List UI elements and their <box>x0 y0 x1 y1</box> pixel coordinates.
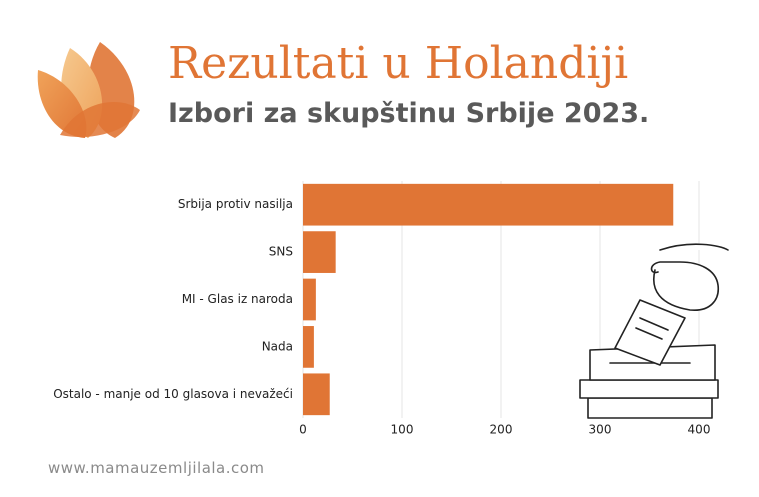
y-tick-label: Nada <box>262 339 293 353</box>
subtitle: Izbori za skupštinu Srbije 2023. <box>168 98 649 129</box>
y-tick-label: Srbija protiv nasilja <box>178 197 293 211</box>
footer: www.mamauzemljilala.com <box>48 459 265 477</box>
bar <box>303 326 314 368</box>
y-tick-label: MI - Glas iz naroda <box>182 292 293 306</box>
x-tick-label: 400 <box>688 423 711 437</box>
x-tick-label: 300 <box>589 423 612 437</box>
title: Rezultati u Holandiji <box>168 38 628 89</box>
bar <box>303 231 336 273</box>
ballot-illustration <box>579 243 729 419</box>
bar <box>303 278 316 321</box>
y-tick-label: SNS <box>269 245 293 259</box>
y-tick-label: Ostalo - manje od 10 glasova i nevažeći <box>53 387 293 401</box>
bar <box>303 373 330 416</box>
x-tick-label: 100 <box>391 423 414 437</box>
logo <box>37 42 140 138</box>
bar <box>303 183 674 226</box>
x-tick-label: 200 <box>490 423 513 437</box>
x-tick-label: 0 <box>299 423 307 437</box>
plot: 0 100 200 300 400 Srbija protiv nasilja SNS MI … <box>53 181 710 437</box>
